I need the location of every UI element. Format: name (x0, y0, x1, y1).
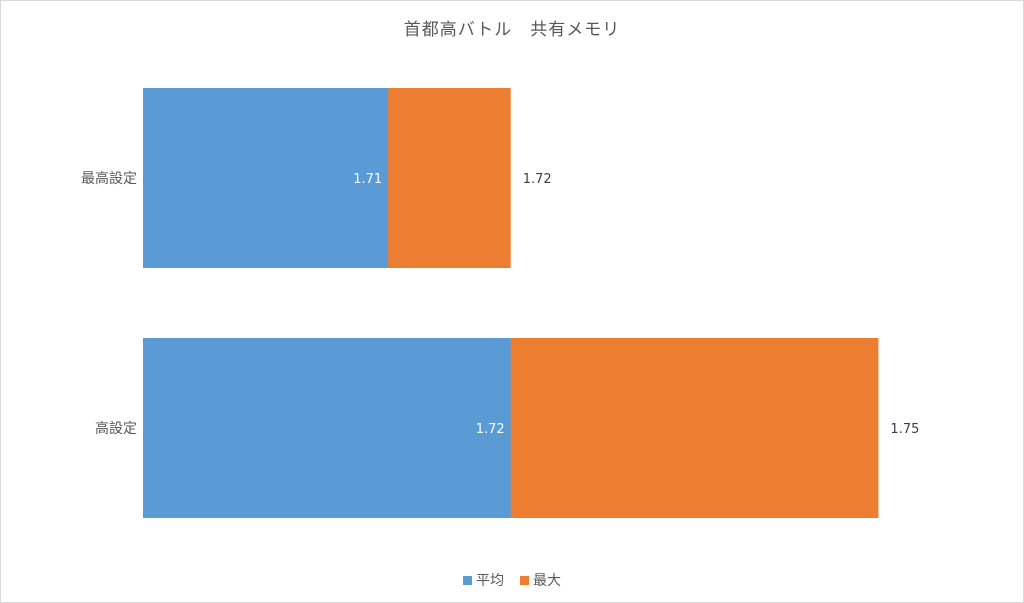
category-label-2: 高設定 (95, 420, 137, 437)
legend-swatch-average (463, 575, 472, 585)
category-label-1: 最高設定 (81, 170, 137, 187)
legend-item-max[interactable]: 最大 (520, 570, 561, 590)
chart-title: 首都高バトル 共有メモリ (403, 20, 621, 40)
bar-average-2[interactable] (143, 338, 511, 518)
data-label-average-2: 1.72 (476, 422, 505, 437)
legend-label-average: 平均 (476, 573, 504, 589)
data-label-max-1: 1.72 (523, 172, 552, 187)
data-label-max-2: 1.75 (890, 422, 919, 437)
legend-label-max: 最大 (533, 573, 561, 589)
legend-swatch-max (520, 575, 529, 585)
data-label-average-1: 1.71 (353, 172, 382, 187)
bar-average-1[interactable] (143, 88, 389, 268)
legend-item-average[interactable]: 平均 (463, 570, 504, 590)
legend: 平均 最大 (1, 570, 1023, 590)
